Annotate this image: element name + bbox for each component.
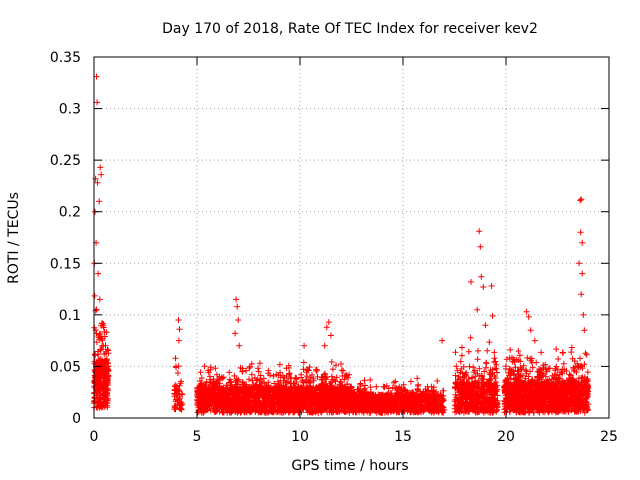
x-tick-labels: 0 5 10 15 20 25 [90, 429, 618, 445]
x-tick-label: 15 [394, 429, 412, 445]
y-tick-label: 0.2 [59, 205, 81, 221]
grid [94, 57, 609, 418]
x-tick-label: 10 [291, 429, 309, 445]
y-axis-title: ROTI / TECUs [6, 192, 22, 284]
x-tick-label: 0 [90, 429, 99, 445]
y-tick-label: 0.35 [50, 50, 81, 66]
y-tick-label: 0.05 [50, 359, 81, 375]
x-axis-title: GPS time / hours [291, 458, 408, 474]
plot-frame [93, 56, 610, 419]
y-tick-label: 0.25 [50, 153, 81, 169]
chart-title: Day 170 of 2018, Rate Of TEC Index for r… [162, 21, 538, 37]
y-tick-label: 0.15 [50, 256, 81, 272]
data-points [91, 73, 592, 416]
x-tick-label: 25 [600, 429, 618, 445]
roti-data-series [91, 73, 592, 416]
x-tick-label: 20 [497, 429, 515, 445]
x-tick-label: 5 [193, 429, 202, 445]
y-tick-label: 0 [72, 411, 81, 427]
y-tick-label: 0.1 [59, 308, 81, 324]
y-tick-label: 0.3 [59, 102, 81, 118]
y-tick-labels: 0 0.05 0.1 0.15 0.2 0.25 0.3 0.35 [50, 50, 81, 427]
axis-ticks [93, 56, 610, 419]
